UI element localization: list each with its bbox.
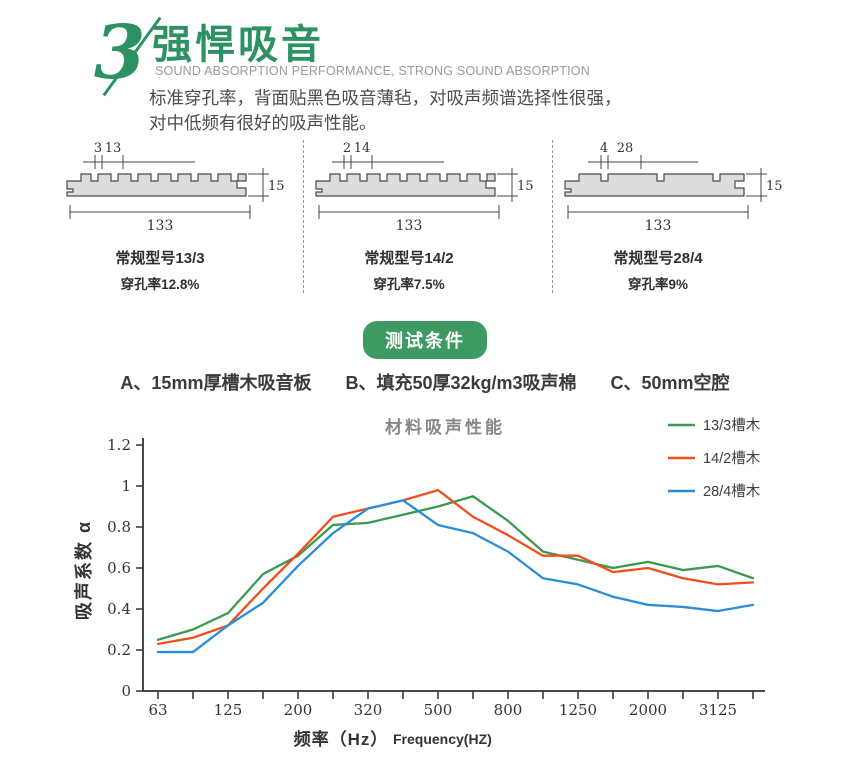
test-conditions-badge: 测试条件 [363, 321, 487, 359]
panel-perforation-label: 穿孔率7.5% [373, 277, 445, 292]
panel-model-label: 常规型号14/2 [364, 250, 454, 267]
panel-diagram-14-2: 2 14 15 133 常规型号14/2 穿孔率7.5% [304, 140, 553, 293]
svg-text:15: 15 [517, 179, 534, 194]
svg-text:800: 800 [494, 701, 523, 719]
panel-diagram-13-3: 3 13 15 133 常规型号13/3 穿孔率12.8% [55, 140, 304, 293]
svg-text:13: 13 [105, 142, 122, 156]
condition-c: C、50mm空腔 [610, 373, 730, 393]
description-line-2: 对中低频有很好的吸声性能。 [149, 113, 377, 134]
svg-text:14: 14 [354, 142, 371, 156]
thickness-dimension: 15 [497, 168, 534, 202]
width-dimension: 133 [567, 205, 749, 234]
chart-axes [142, 438, 765, 692]
svg-text:1: 1 [121, 477, 131, 495]
top-dimension: 3 13 [83, 141, 195, 169]
svg-text:0.8: 0.8 [107, 518, 131, 536]
panel-diagram-28-4: 4 28 15 133 常规型号28/4 穿孔率9% [553, 140, 801, 293]
svg-text:0.4: 0.4 [107, 600, 131, 618]
svg-text:133: 133 [396, 218, 423, 234]
panel-cross-section-svg: 4 28 15 133 [564, 141, 783, 234]
width-dimension: 133 [69, 205, 251, 234]
panel-cross-section-svg: 3 13 15 133 [66, 141, 285, 234]
svg-text:133: 133 [147, 218, 174, 234]
svg-text:28: 28 [617, 142, 634, 156]
svg-text:1250: 1250 [559, 701, 597, 719]
condition-b: B、填充50厚32kg/m3吸声棉 [345, 373, 577, 393]
svg-text:0: 0 [121, 682, 131, 700]
test-conditions-list: A、15mm厚槽木吸音板 B、填充50厚32kg/m3吸声棉 C、50mm空腔 [0, 369, 850, 395]
svg-text:0.2: 0.2 [107, 641, 131, 659]
thickness-dimension: 15 [746, 168, 783, 202]
legend-label-0: 13/3槽木 [703, 417, 761, 434]
chart-line-2 [156, 499, 755, 654]
svg-text:63: 63 [148, 701, 167, 719]
svg-text:3: 3 [94, 142, 102, 156]
panel-caption: 常规型号13/3 穿孔率12.8% [55, 247, 265, 293]
svg-text:2: 2 [343, 142, 351, 156]
panel-perforation-label: 穿孔率12.8% [120, 277, 200, 292]
panel-perforation-label: 穿孔率9% [627, 277, 688, 292]
svg-text:1.2: 1.2 [107, 436, 131, 454]
x-axis-ticks: 63 125 200 320 500 800 1250 2000 3125 [148, 691, 754, 719]
top-dimension: 4 28 [588, 141, 698, 169]
chart-legend: 13/3槽木 14/2槽木 28/4槽木 [668, 417, 761, 500]
x-axis-title-en: Frequency(HZ) [393, 731, 492, 747]
svg-text:2000: 2000 [629, 701, 667, 719]
legend-label-2: 28/4槽木 [703, 483, 761, 500]
svg-text:3125: 3125 [699, 701, 737, 719]
panel-diagrams-row: 3 13 15 133 常规型号13/3 穿孔率12.8% 2 14 15 133 常规型号… [55, 140, 800, 293]
y-axis-title: 吸声系数 α [73, 520, 94, 620]
condition-a: A、15mm厚槽木吸音板 [120, 373, 312, 393]
svg-text:200: 200 [284, 701, 313, 719]
legend-label-1: 14/2槽木 [703, 450, 761, 467]
test-conditions-badge-row: 测试条件 [0, 321, 850, 359]
panel-model-label: 常规型号28/4 [613, 250, 703, 267]
thickness-dimension: 15 [248, 168, 285, 202]
section-number: 3 [94, 10, 146, 96]
svg-text:4: 4 [600, 142, 608, 156]
absorption-chart-svg: 0 0.2 0.4 0.6 0.8 1 1.2 63 125 200 320 500 800 1250 20… [73, 417, 765, 749]
width-dimension: 133 [318, 205, 500, 234]
x-axis-title: 频率（Hz） [294, 729, 389, 749]
panel-caption: 常规型号28/4 穿孔率9% [553, 247, 763, 293]
description-text: 标准穿孔率，背面贴黑色吸音薄毡，对吸声频谱选择性很强， 对中低频有很好的吸声性能… [149, 86, 749, 137]
svg-text:133: 133 [645, 218, 672, 234]
svg-text:0.6: 0.6 [107, 559, 131, 577]
svg-text:15: 15 [766, 179, 783, 194]
page-title: 强悍吸音 [152, 23, 324, 67]
panel-cross-section-svg: 2 14 15 133 [315, 141, 534, 234]
top-dimension: 2 14 [332, 141, 444, 169]
panel-caption: 常规型号14/2 穿孔率7.5% [304, 247, 514, 293]
panel-profile-shape [564, 173, 745, 197]
svg-text:500: 500 [424, 701, 453, 719]
description-line-1: 标准穿孔率，背面贴黑色吸音薄毡，对吸声频谱选择性很强， [149, 88, 622, 108]
svg-text:125: 125 [214, 701, 243, 719]
y-axis-ticks: 0 0.2 0.4 0.6 0.8 1 1.2 [107, 436, 143, 700]
panel-profile-shape [315, 173, 496, 197]
svg-text:15: 15 [268, 179, 285, 194]
panel-model-label: 常规型号13/3 [115, 250, 205, 267]
svg-text:320: 320 [354, 701, 383, 719]
panel-profile-shape [66, 173, 247, 197]
chart-line-1 [156, 488, 755, 646]
page-subtitle: SOUND ABSORPTION PERFORMANCE, STRONG SOU… [155, 64, 590, 78]
chart-title: 材料吸声性能 [385, 417, 505, 437]
chart-line-0 [156, 495, 755, 641]
